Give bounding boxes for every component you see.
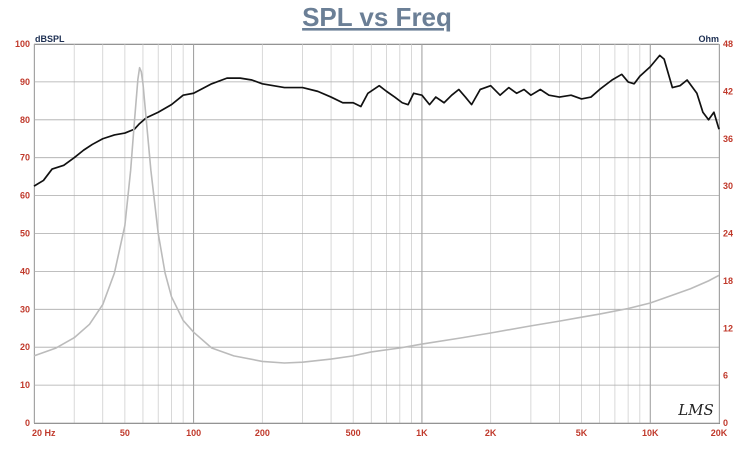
y2-tick-label: 42 [723, 86, 733, 96]
x-tick-label: 200 [255, 428, 270, 438]
x-tick-label: 1K [416, 428, 428, 438]
y-tick-label: 100 [15, 39, 30, 49]
y-tick-label: 20 [20, 342, 30, 352]
impedance-curve [33, 66, 720, 364]
x-tick-label: 5K [576, 428, 588, 438]
grid-lines [33, 43, 720, 424]
y-tick-label: 0 [25, 418, 30, 428]
x-tick-label: 100 [186, 428, 201, 438]
y2-tick-label: 36 [723, 134, 733, 144]
y2-tick-label: 6 [723, 371, 728, 381]
left-axis-label: dBSPL [35, 34, 65, 44]
y2-tick-label: 30 [723, 181, 733, 191]
y2-tick-label: 24 [723, 229, 733, 239]
y-tick-label: 50 [20, 229, 30, 239]
tick-labels: 0 10 20 30 40 50 60 70 80 90 100 0 6 12 18 24 30 36 42 48 20… [15, 39, 733, 438]
spl-curve [33, 54, 720, 187]
y2-tick-label: 12 [723, 323, 733, 333]
y-tick-label: 70 [20, 153, 30, 163]
x-tick-label: 50 [120, 428, 130, 438]
right-axis-label: Ohm [698, 34, 719, 44]
y2-tick-label: 18 [723, 276, 733, 286]
lms-watermark: LMS [677, 401, 714, 419]
series-layer [33, 54, 720, 364]
x-tick-label: 20K [711, 428, 728, 438]
y-tick-label: 80 [20, 115, 30, 125]
y2-tick-label: 0 [723, 418, 728, 428]
x-tick-label: 10K [642, 428, 659, 438]
y2-tick-label: 48 [723, 39, 733, 49]
plot-frame [34, 44, 720, 424]
x-tick-label: 20 Hz [32, 428, 56, 438]
y-tick-label: 30 [20, 304, 30, 314]
chart-title: SPL vs Freq [302, 2, 452, 32]
x-tick-label: 500 [346, 428, 361, 438]
x-tick-label: 2K [485, 428, 497, 438]
y-tick-label: 10 [20, 380, 30, 390]
y-tick-label: 90 [20, 77, 30, 87]
y-tick-label: 60 [20, 191, 30, 201]
y-tick-label: 40 [20, 266, 30, 276]
